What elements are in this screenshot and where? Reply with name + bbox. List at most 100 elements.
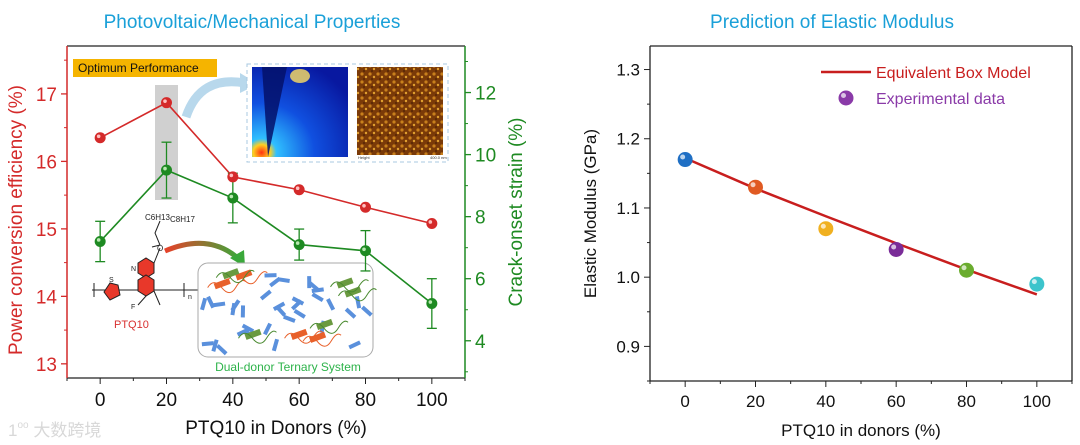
- optimum-label-box: [73, 59, 217, 77]
- acceptor-molecule: [230, 299, 241, 312]
- acceptor-molecule: [240, 305, 246, 318]
- donor-stack: [316, 318, 334, 330]
- strain-point-highlight: [428, 300, 433, 304]
- optimum-label: Optimum Performance: [78, 61, 199, 75]
- legend-model-label: Equivalent Box Model: [876, 65, 1031, 82]
- donor-stack: [290, 328, 308, 340]
- inset-arrow: [181, 77, 246, 119]
- atom-s: S: [109, 277, 114, 284]
- donor-stack: [244, 328, 262, 340]
- strain-point: [94, 235, 106, 247]
- x-tick-label: 20: [746, 392, 765, 411]
- pce-point: [293, 184, 305, 196]
- pce-point: [360, 201, 371, 213]
- legend-experimental-label: Experimental data: [876, 91, 1005, 108]
- experimental-point: [888, 241, 904, 257]
- left-chart-title: Photovoltaic/Mechanical Properties: [104, 12, 401, 33]
- model-line: [684, 156, 1038, 296]
- legend-experimental-swatch: [838, 90, 854, 106]
- pce-point-highlight: [163, 99, 167, 103]
- y-tick-label: 1.0: [616, 268, 640, 287]
- ternary-system-label: Dual-donor Ternary System: [215, 360, 361, 374]
- donor-stack: [213, 278, 231, 290]
- experimental-point: [677, 152, 693, 168]
- molecule-arrow: [164, 240, 242, 262]
- atom-f: F: [131, 304, 135, 311]
- pce-point-highlight: [229, 173, 234, 178]
- experimental-point-highlight: [1031, 279, 1037, 285]
- watermark-text: 大数跨境: [33, 421, 101, 440]
- watermark: 1oo 大数跨境: [8, 420, 101, 440]
- pce-point: [227, 171, 239, 183]
- left-y-tick-label: 17: [36, 85, 57, 106]
- acceptor-molecule: [236, 327, 250, 337]
- pce-point-highlight: [96, 134, 101, 139]
- pce-line: [99, 101, 433, 225]
- x-tick-label: 40: [222, 390, 243, 411]
- strain-point: [293, 239, 305, 251]
- acceptor-molecule: [275, 305, 287, 317]
- experimental-point-highlight: [891, 244, 897, 250]
- repeat-n: n: [188, 294, 192, 301]
- y-tick-label: 1.2: [616, 130, 640, 149]
- acceptor-molecule: [206, 295, 216, 309]
- afm-label-left: Height: [358, 155, 370, 160]
- acceptor-molecule: [283, 314, 296, 323]
- acceptor-molecule: [293, 308, 306, 319]
- polymer-chain: [215, 269, 255, 284]
- acceptor-molecule: [344, 307, 357, 319]
- acceptor-molecule: [311, 287, 324, 293]
- experimental-point-highlight: [680, 154, 686, 160]
- afm-label-right: 400.0 nm: [430, 155, 447, 160]
- strain-line: [99, 169, 433, 305]
- acceptor-molecule: [291, 299, 303, 311]
- y-axis-label: Elastic Modulus (GPa): [581, 129, 600, 298]
- acceptor-molecule: [361, 305, 373, 317]
- polymer-label: PTQ10: [114, 319, 149, 331]
- ternary-system-illustration: [200, 268, 377, 356]
- pce-point: [161, 97, 172, 109]
- left-y-tick-label: 13: [36, 355, 57, 376]
- strain-point-highlight: [362, 247, 366, 252]
- acceptor-molecule: [212, 301, 226, 308]
- right-y-tick-label: 12: [475, 84, 496, 105]
- acceptor-molecule: [348, 340, 361, 350]
- y-tick-label: 0.9: [616, 337, 640, 356]
- experimental-point: [1029, 276, 1045, 292]
- acceptor-molecule: [263, 322, 272, 336]
- strain-point: [360, 245, 371, 257]
- right-chart-title: Prediction of Elastic Modulus: [710, 12, 954, 33]
- x-tick-label: 100: [416, 390, 448, 411]
- experimental-point-highlight: [750, 182, 756, 188]
- pce-point: [94, 132, 106, 144]
- acceptor-molecule: [259, 289, 272, 301]
- acceptor-molecule: [326, 298, 336, 311]
- right-y-tick-label: 6: [475, 270, 486, 291]
- left-y-axis-label: Power conversion efficiency (%): [6, 85, 27, 355]
- strain-point: [426, 298, 438, 310]
- acceptor-molecule: [271, 338, 280, 352]
- acceptor-molecule: [241, 323, 255, 333]
- legend-experimental-swatch-highlight: [841, 93, 846, 98]
- acceptor-molecule: [311, 292, 324, 303]
- left-y-tick-label: 16: [36, 152, 57, 173]
- polymer-chain: [338, 288, 377, 302]
- polymer-chain: [302, 333, 342, 347]
- x-tick-label: 0: [95, 390, 106, 411]
- x-tick-label: 60: [887, 392, 906, 411]
- left-y-tick-label: 14: [36, 287, 58, 308]
- donor-stack: [222, 268, 240, 280]
- x-tick-label: 80: [355, 390, 376, 411]
- atom-n: N: [131, 266, 136, 273]
- afm-image: [357, 67, 443, 155]
- polymer-chain: [309, 320, 349, 334]
- pce-point-highlight: [428, 220, 433, 224]
- experimental-point: [959, 262, 974, 278]
- acceptor-molecule: [264, 273, 277, 278]
- right-chart: 0 20 40 60 80 100 0.9 1.0 1.1 1.2 1.3 PTQ10 in dono…: [581, 45, 1073, 440]
- giwaxs-spot: [290, 69, 310, 83]
- side-chain-a: C6H13: [145, 213, 170, 222]
- x-tick-label: 80: [957, 392, 976, 411]
- polymer-chain: [330, 279, 369, 293]
- acceptor-molecule: [211, 339, 219, 352]
